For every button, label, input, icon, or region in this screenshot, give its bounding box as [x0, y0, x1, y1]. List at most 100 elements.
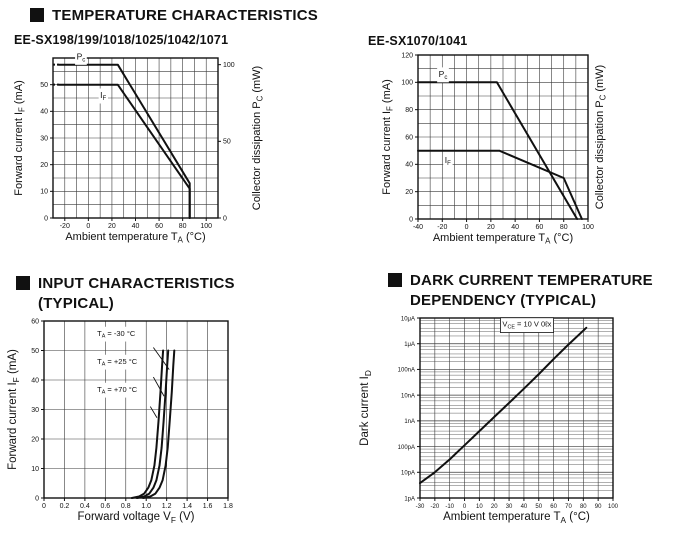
svg-text:50: 50	[40, 82, 48, 89]
svg-text:50: 50	[31, 348, 39, 355]
svg-text:1pA: 1pA	[404, 496, 415, 502]
plot-frame	[419, 317, 614, 499]
svg-text:-10: -10	[445, 504, 454, 510]
svg-text:20: 20	[487, 224, 495, 231]
chart-temperature-ee-sx1070: Pc IF -40 -20 0 20 40 60 80 100 0 20 40 60 80 100 120 Amb…	[381, 52, 608, 245]
section-title-dark-current: DARK CURRENT TEMPERATURE DEPENDENCY (TYP…	[388, 271, 653, 310]
svg-text:0: 0	[463, 504, 467, 510]
y-axis-right-label: Collector dissipation PC (mW)	[251, 66, 265, 210]
y-axis-label: Forward current IF (mA)	[381, 79, 395, 194]
IF-curve-label: IF	[445, 155, 451, 167]
svg-text:60: 60	[31, 318, 39, 325]
section-bullet-icon	[16, 276, 30, 290]
x-axis-label: Ambient temperature TA (°C)	[65, 231, 205, 245]
IF-curve	[417, 149, 583, 220]
svg-text:80: 80	[405, 107, 413, 114]
IF-curve	[57, 83, 191, 219]
ID-curve	[419, 326, 588, 485]
svg-text:50: 50	[223, 139, 231, 146]
svg-text:0.2: 0.2	[60, 503, 70, 510]
svg-text:100: 100	[608, 504, 619, 510]
svg-text:100: 100	[200, 223, 212, 230]
svg-text:10pA: 10pA	[401, 471, 415, 477]
svg-text:100pA: 100pA	[398, 445, 415, 451]
svg-text:60: 60	[550, 504, 557, 510]
annotation-arrow	[149, 406, 158, 418]
svg-text:10: 10	[40, 189, 48, 196]
svg-text:10nA: 10nA	[401, 393, 415, 399]
svg-text:1.0: 1.0	[141, 503, 151, 510]
svg-text:-20: -20	[437, 224, 447, 231]
annotation-box	[500, 317, 555, 333]
annotation-arrow	[152, 376, 165, 397]
svg-text:10: 10	[476, 504, 483, 510]
x-axis-label: Ambient temperature TA (°C)	[443, 511, 590, 525]
annotation-box	[95, 354, 140, 370]
annotation-box	[98, 88, 109, 104]
TA-plus70-curve	[130, 349, 165, 499]
svg-text:20: 20	[491, 504, 498, 510]
svg-text:20: 20	[108, 223, 116, 230]
grid	[419, 317, 614, 499]
svg-text:100: 100	[582, 224, 594, 231]
annotation-box	[95, 326, 138, 342]
IF-curve-label: IF	[100, 90, 106, 102]
svg-text:100: 100	[223, 62, 235, 69]
svg-text:40: 40	[511, 224, 519, 231]
x-axis-label: Forward voltage VF (V)	[78, 511, 195, 525]
svg-text:30: 30	[40, 135, 48, 142]
svg-text:30: 30	[506, 504, 513, 510]
annotation-box	[95, 382, 140, 398]
svg-text:40: 40	[405, 162, 413, 169]
svg-text:80: 80	[580, 504, 587, 510]
svg-text:20: 20	[31, 436, 39, 443]
svg-text:1.2: 1.2	[162, 503, 172, 510]
annotation-text: TA = -30 °C	[97, 329, 136, 340]
chart-dark-current: -30 -20 -10 0 10 20 30 40 50 60 70 80 90 100 1pA 10pA 10…	[359, 316, 619, 525]
svg-text:0: 0	[86, 223, 90, 230]
svg-text:0: 0	[223, 215, 227, 222]
svg-text:40: 40	[132, 223, 140, 230]
axis-ticks: -20 0 20 40 60 80 100 0 10 20 30 40 50 0 50 100	[40, 62, 235, 230]
svg-text:20: 20	[40, 162, 48, 169]
section-title-input: INPUT CHARACTERISTICS (TYPICAL)	[16, 274, 235, 313]
svg-text:0: 0	[44, 215, 48, 222]
axis-ticks: 0 0.2 0.4 0.6 0.8 1.0 1.2 1.4 1.6 1.8 0 10 20 30 40 50 6…	[31, 318, 233, 510]
chart1-model-title: EE-SX198/199/1018/1025/1042/1071	[14, 33, 229, 47]
svg-text:1.6: 1.6	[203, 503, 213, 510]
svg-text:0: 0	[42, 503, 46, 510]
svg-text:1μA: 1μA	[404, 342, 415, 348]
svg-text:0: 0	[409, 216, 413, 223]
section-title-temperature: TEMPERATURE CHARACTERISTICS	[30, 6, 318, 26]
section-title-temperature-text: TEMPERATURE CHARACTERISTICS	[52, 7, 318, 24]
annotation-text: VCE = 10 V 0ℓx	[502, 320, 551, 331]
annotation-text: TA = +25 °C	[97, 357, 138, 368]
y-axis-label: Forward current IF (mA)	[7, 349, 21, 470]
TA-minus30-curve	[142, 349, 176, 499]
svg-text:40: 40	[40, 109, 48, 116]
annotation-text: TA = +70 °C	[97, 385, 138, 396]
svg-text:50: 50	[535, 504, 542, 510]
svg-text:-30: -30	[416, 504, 425, 510]
chart-input-characteristics: 0 0.2 0.4 0.6 0.8 1.0 1.2 1.4 1.6 1.8 0 10 20 30 40 50 6…	[7, 318, 233, 525]
y-axis-label: Forward current IF (mA)	[13, 80, 27, 195]
svg-text:40: 40	[521, 504, 528, 510]
section-title-dark-current-text: DARK CURRENT TEMPERATURE DEPENDENCY (TYP…	[410, 272, 653, 309]
svg-text:60: 60	[405, 134, 413, 141]
svg-text:0.4: 0.4	[80, 503, 90, 510]
axis-ticks: -30 -20 -10 0 10 20 30 40 50 60 70 80 90 100 1pA 10pA 10…	[398, 316, 619, 510]
svg-text:-20: -20	[431, 504, 440, 510]
axis-ticks: -40 -20 0 20 40 60 80 100 0 20 40 60 80 100 120	[401, 52, 594, 231]
y-axis-right-label: Collector dissipation PC (mW)	[594, 65, 608, 209]
svg-text:-20: -20	[60, 223, 70, 230]
section-title-input-text: INPUT CHARACTERISTICS (TYPICAL)	[38, 275, 235, 312]
Pc-curve-label: Pc	[439, 69, 448, 81]
svg-text:0: 0	[465, 224, 469, 231]
annotation-box	[437, 67, 449, 83]
svg-text:90: 90	[595, 504, 602, 510]
svg-text:70: 70	[565, 504, 572, 510]
section-bullet-icon	[388, 273, 402, 287]
svg-text:0.6: 0.6	[100, 503, 110, 510]
